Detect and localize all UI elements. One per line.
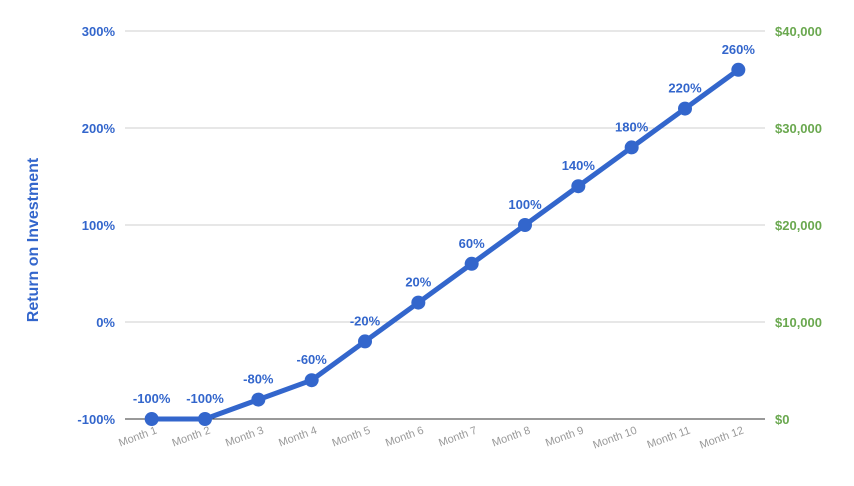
left-y-tick-label: -100% bbox=[77, 412, 115, 427]
right-y-tick-label: $20,000 bbox=[775, 218, 822, 233]
data-label: -80% bbox=[243, 372, 274, 387]
x-tick-label: Month 9 bbox=[544, 425, 585, 450]
right-y-tick-label: $30,000 bbox=[775, 121, 822, 136]
x-tick-label: Month 7 bbox=[437, 425, 478, 450]
data-point bbox=[411, 295, 426, 310]
x-tick-label: Month 10 bbox=[591, 425, 638, 452]
data-point bbox=[144, 412, 159, 426]
right-y-axis: $0 $10,000 $20,000 $30,000 $40,000 bbox=[775, 24, 822, 427]
data-label: 20% bbox=[405, 275, 431, 290]
data-label: -60% bbox=[296, 352, 327, 367]
x-tick-label: Month 8 bbox=[491, 425, 532, 450]
data-point bbox=[358, 334, 372, 349]
right-y-tick-label: $40,000 bbox=[775, 24, 822, 39]
data-label: -100% bbox=[186, 391, 224, 406]
data-point bbox=[678, 101, 692, 116]
y-axis-title: Return on Investment bbox=[25, 157, 42, 322]
left-y-tick-label: 200% bbox=[82, 121, 116, 136]
data-label: 100% bbox=[508, 197, 542, 212]
x-tick-label: Month 11 bbox=[646, 425, 692, 452]
series-line bbox=[149, 67, 741, 422]
x-tick-label: Month 1 bbox=[117, 425, 158, 450]
x-axis: Month 1 Month 2 Month 3 Month 4 Month 5 Month… bbox=[117, 425, 745, 452]
data-point bbox=[518, 218, 532, 232]
left-y-tick-label: 0% bbox=[96, 315, 115, 330]
x-tick-label: Month 2 bbox=[171, 425, 212, 450]
left-y-tick-label: 100% bbox=[82, 218, 116, 233]
data-point bbox=[571, 179, 586, 194]
left-y-axis: -100% 0% 100% 200% 300% bbox=[77, 24, 115, 427]
right-y-tick-label: $0 bbox=[775, 412, 789, 427]
data-label: 260% bbox=[722, 42, 756, 57]
data-label: -100% bbox=[133, 391, 171, 406]
data-point bbox=[624, 140, 639, 155]
data-label: 140% bbox=[562, 158, 596, 173]
data-label: 60% bbox=[459, 236, 485, 251]
right-y-tick-label: $10,000 bbox=[775, 315, 822, 330]
x-tick-label: Month 12 bbox=[698, 425, 745, 452]
data-label: -20% bbox=[350, 313, 381, 328]
series-roi bbox=[144, 62, 746, 426]
data-label: 180% bbox=[615, 119, 649, 134]
x-tick-label: Month 3 bbox=[224, 425, 265, 450]
data-point bbox=[731, 62, 746, 77]
data-label: 220% bbox=[668, 81, 702, 96]
data-point bbox=[464, 256, 479, 271]
left-y-tick-label: 300% bbox=[82, 24, 116, 39]
data-point bbox=[251, 392, 266, 407]
x-tick-label: Month 4 bbox=[277, 425, 318, 450]
data-point bbox=[198, 412, 212, 426]
data-labels: -100% -100% -80% -60% -20% 20% 60% 100% 140% 180%… bbox=[133, 42, 756, 406]
x-tick-label: Month 6 bbox=[384, 425, 425, 450]
x-tick-label: Month 5 bbox=[331, 425, 372, 450]
data-point bbox=[304, 373, 319, 388]
